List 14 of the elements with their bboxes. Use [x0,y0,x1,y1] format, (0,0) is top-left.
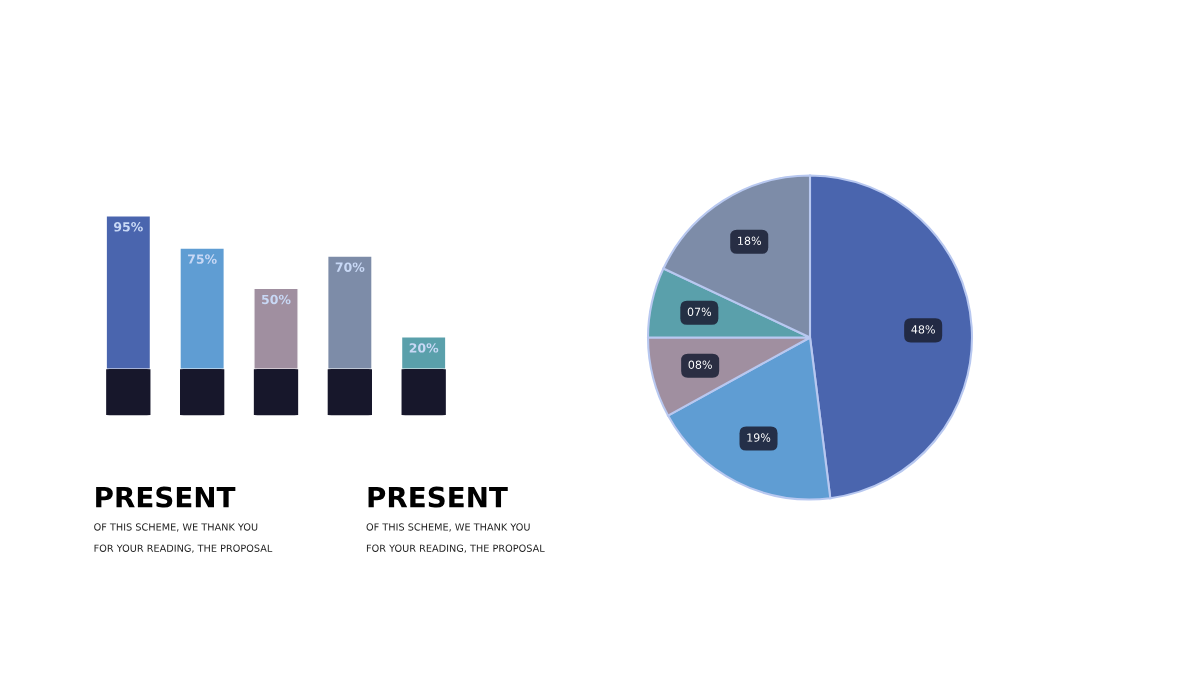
data-label: 18% [738,236,761,245]
data-label: 75% [188,254,217,264]
data-label: 95% [113,222,143,232]
data-label: 07% [687,307,712,316]
data-label: 50% [262,294,291,305]
data-label: 48% [911,325,935,334]
data-label: 19% [747,433,771,442]
text: PRESENT [96,486,236,508]
data-label: 70% [335,262,365,272]
text: OF THIS SCHEME, WE THANK YOU FOR YOUR READING, THE PROPOSAL [94,523,273,553]
data-label: 08% [688,360,712,369]
data-label: 20% [409,343,439,353]
text: OF THIS SCHEME, WE THANK YOU FOR YOUR READING, THE PROPOSAL [366,523,545,553]
text: PRESENT [368,486,508,508]
